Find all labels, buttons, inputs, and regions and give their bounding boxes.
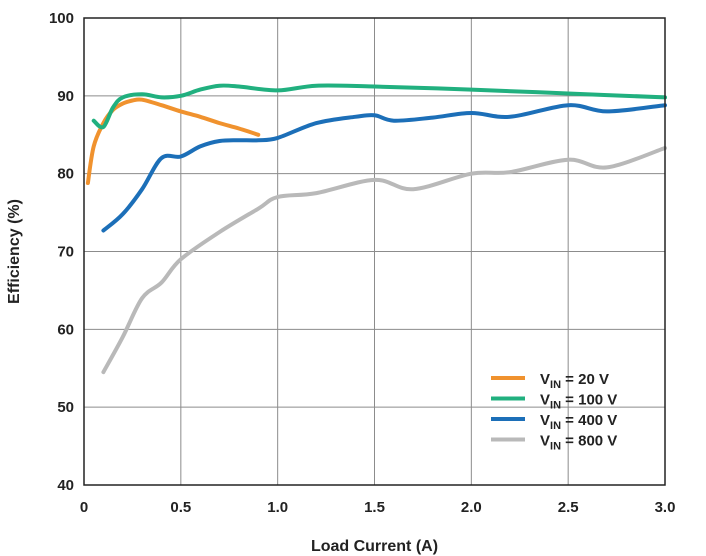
y-tick-label: 80: [57, 166, 74, 183]
plot-frame: [83, 17, 666, 486]
legend-label-subscript: IN: [550, 441, 561, 453]
y-tick-label: 50: [57, 399, 74, 416]
legend-label-main: V: [540, 371, 550, 388]
legend-label: VIN = 20 V: [540, 371, 609, 391]
x-axis-ticks: 0 0.5 1.0 1.5 2.0 2.5 3.0: [80, 499, 676, 516]
y-tick-label: 70: [57, 244, 74, 261]
legend-label: VIN = 100 V: [540, 392, 617, 412]
y-tick-label: 100: [49, 10, 74, 27]
legend-label-main: V: [540, 433, 550, 450]
x-axis-label: Load Current (A): [311, 538, 438, 555]
legend-label-value: = 800 V: [561, 433, 617, 450]
series-line-v-in-800-v: [101, 146, 667, 375]
y-tick-label: 40: [57, 477, 74, 494]
series-line-v-in-400-v: [101, 103, 667, 233]
legend-label-subscript: IN: [550, 400, 561, 412]
y-axis-ticks: 40 50 60 70 80 90 100: [49, 10, 74, 494]
y-tick-label: 60: [57, 321, 74, 338]
legend-label-subscript: IN: [550, 379, 561, 391]
series-line-v-in-100-v: [91, 83, 667, 130]
legend-label-value: = 400 V: [561, 412, 617, 429]
x-tick-label: 1.5: [364, 499, 385, 516]
legend-label: VIN = 800 V: [540, 433, 617, 453]
legend-label-value: = 100 V: [561, 392, 617, 409]
x-tick-label: 3.0: [655, 499, 676, 516]
legend-label-value: = 20 V: [561, 371, 609, 388]
x-tick-label: 0: [80, 499, 88, 516]
legend-label-main: V: [540, 412, 550, 429]
x-tick-label: 2.5: [558, 499, 579, 516]
y-tick-label: 90: [57, 88, 74, 105]
legend-label-subscript: IN: [550, 420, 561, 432]
series-line-v-in-20-v: [85, 97, 261, 185]
x-tick-label: 2.0: [461, 499, 482, 516]
legend-label: VIN = 400 V: [540, 412, 617, 432]
legend-label-main: V: [540, 392, 550, 409]
series-lines: [85, 83, 667, 375]
x-tick-label: 1.0: [267, 499, 288, 516]
y-axis-label: Efficiency (%): [6, 199, 23, 304]
x-tick-label: 0.5: [170, 499, 191, 516]
